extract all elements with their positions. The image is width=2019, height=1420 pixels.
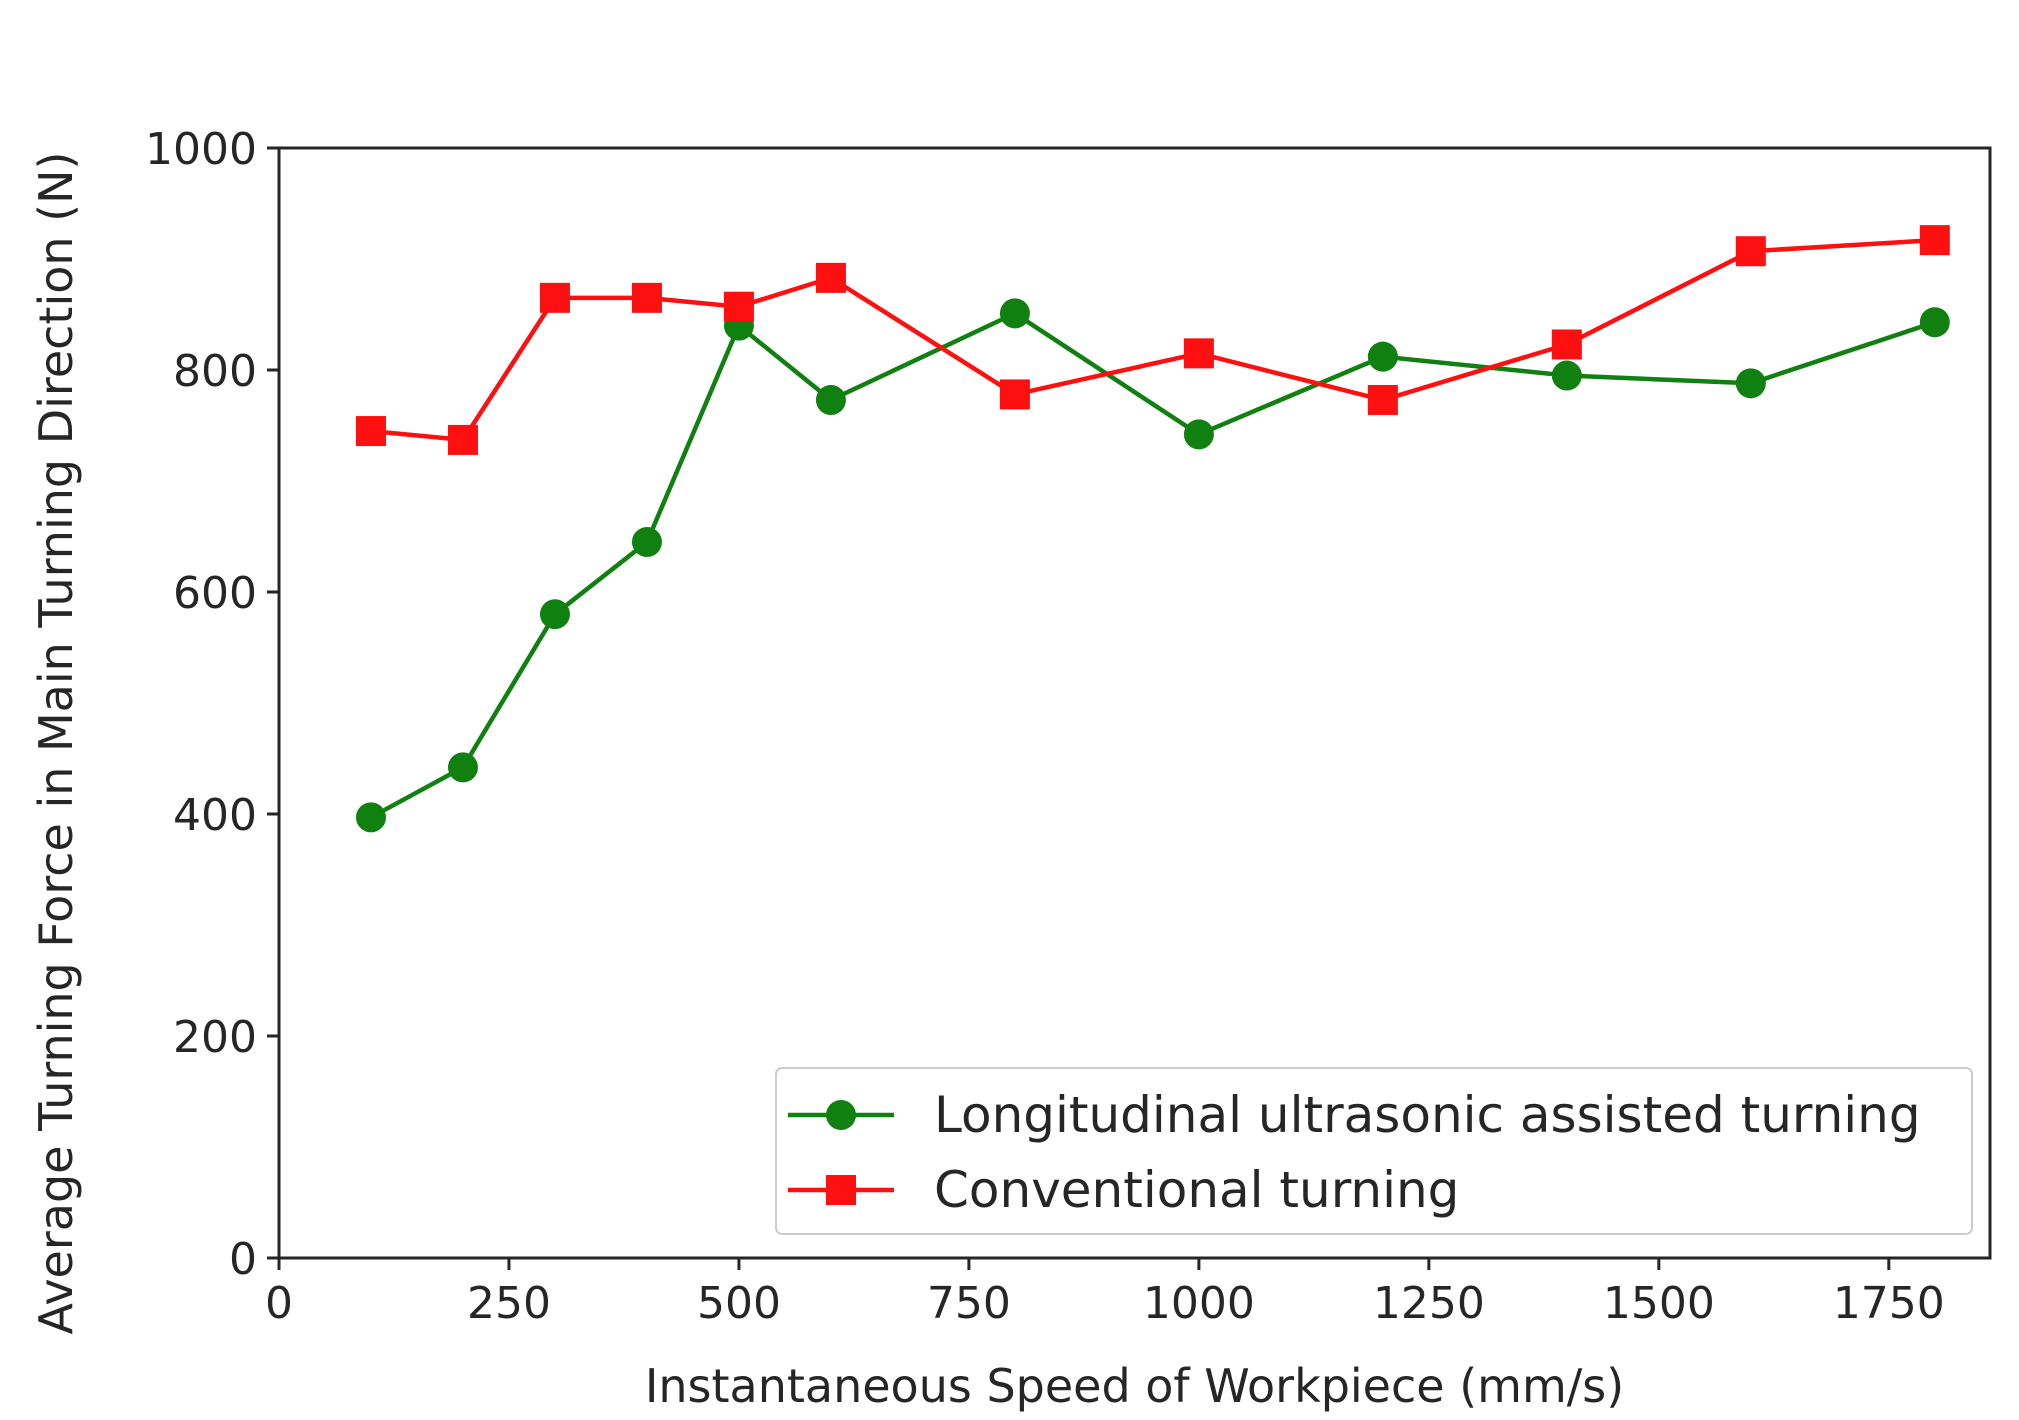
legend: Longitudinal ultrasonic assisted turning… <box>775 1067 1973 1235</box>
data-point-ultrasonic <box>447 752 478 783</box>
data-point-conventional <box>815 262 846 293</box>
x-axis-label: Instantaneous Speed of Workpiece (mm/s) <box>645 1359 1624 1413</box>
data-point-ultrasonic <box>815 384 846 415</box>
y-tick-label: 400 <box>173 790 257 841</box>
data-point-ultrasonic <box>1735 368 1766 399</box>
data-point-conventional <box>999 379 1030 410</box>
data-point-conventional <box>631 282 662 313</box>
data-point-conventional <box>1183 338 1214 369</box>
legend-marker-ultrasonic <box>826 1100 856 1130</box>
data-point-ultrasonic <box>539 599 570 630</box>
data-point-conventional <box>1919 225 1950 256</box>
axes-frame <box>277 146 1992 1260</box>
data-point-ultrasonic <box>1367 341 1398 372</box>
x-tick-label: 1000 <box>1143 1278 1255 1329</box>
x-tick-label: 1250 <box>1373 1278 1485 1329</box>
series-line-ultrasonic <box>369 311 1936 820</box>
y-axis-label: Average Turning Force in Main Turning Di… <box>29 152 83 1335</box>
data-point-conventional <box>1551 329 1582 360</box>
x-tick-label: 750 <box>927 1278 1011 1329</box>
y-tick-label: 1000 <box>145 124 257 175</box>
x-tick-label: 1500 <box>1603 1278 1715 1329</box>
legend-box <box>775 1067 1973 1235</box>
data-point-conventional <box>1367 384 1398 415</box>
data-point-ultrasonic <box>631 527 662 558</box>
data-point-ultrasonic <box>1551 360 1582 391</box>
data-point-conventional <box>355 416 386 447</box>
legend-label-conventional: Conventional turning <box>934 1161 1459 1219</box>
data-point-ultrasonic <box>1183 419 1214 450</box>
y-tick-label: 800 <box>173 346 257 397</box>
y-tick-label: 0 <box>229 1234 257 1285</box>
data-point-ultrasonic <box>999 298 1030 329</box>
axes: 0 250 500 750 1000 1250 1500 1750 0 200 400 600 800 1… <box>145 124 1992 1329</box>
x-tick-label: 250 <box>467 1278 551 1329</box>
plot-area <box>355 225 1950 833</box>
x-tick-label: 500 <box>697 1278 781 1329</box>
data-point-conventional <box>539 282 570 313</box>
y-tick-label: 600 <box>173 568 257 619</box>
data-point-conventional <box>447 424 478 455</box>
x-tick-label: 1750 <box>1833 1278 1945 1329</box>
data-point-ultrasonic <box>355 802 386 833</box>
y-tick-label: 200 <box>173 1012 257 1063</box>
series-line-conventional <box>370 237 1935 443</box>
x-tick-label: 0 <box>265 1278 293 1329</box>
data-point-ultrasonic <box>1919 307 1950 338</box>
legend-label-ultrasonic: Longitudinal ultrasonic assisted turning <box>934 1086 1921 1144</box>
data-point-conventional <box>1735 236 1766 267</box>
data-point-conventional <box>723 291 754 322</box>
legend-marker-conventional <box>826 1175 856 1205</box>
